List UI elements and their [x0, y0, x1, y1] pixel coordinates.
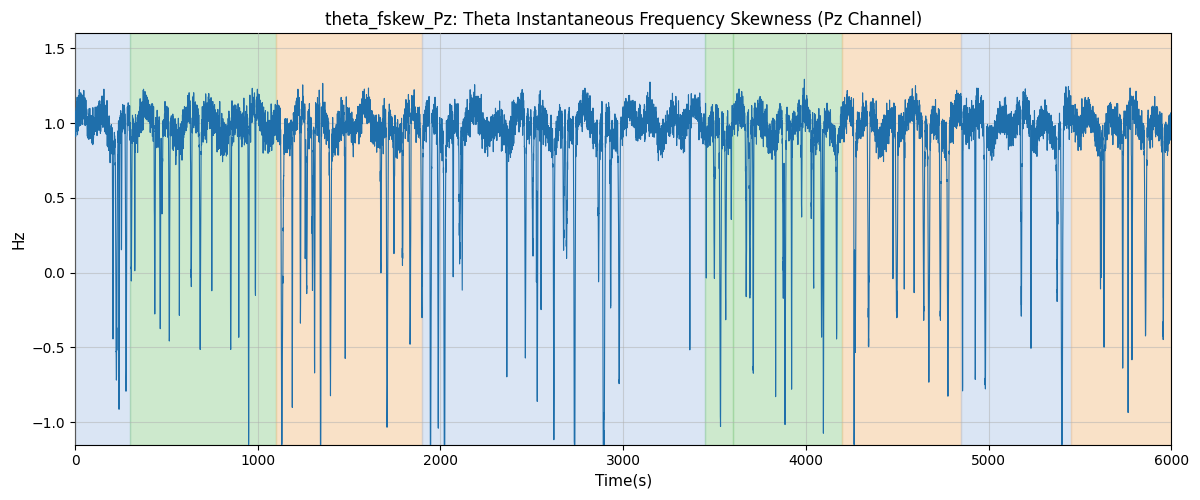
X-axis label: Time(s): Time(s) — [594, 474, 652, 489]
Y-axis label: Hz: Hz — [11, 230, 26, 249]
Bar — [842, 34, 961, 445]
Bar — [422, 34, 706, 445]
Bar — [1070, 34, 1171, 445]
Bar — [130, 34, 276, 445]
Bar — [706, 34, 733, 445]
Bar — [733, 34, 842, 445]
Bar — [276, 34, 422, 445]
Title: theta_fskew_Pz: Theta Instantaneous Frequency Skewness (Pz Channel): theta_fskew_Pz: Theta Instantaneous Freq… — [324, 11, 922, 30]
Bar — [76, 34, 130, 445]
Bar — [961, 34, 1070, 445]
